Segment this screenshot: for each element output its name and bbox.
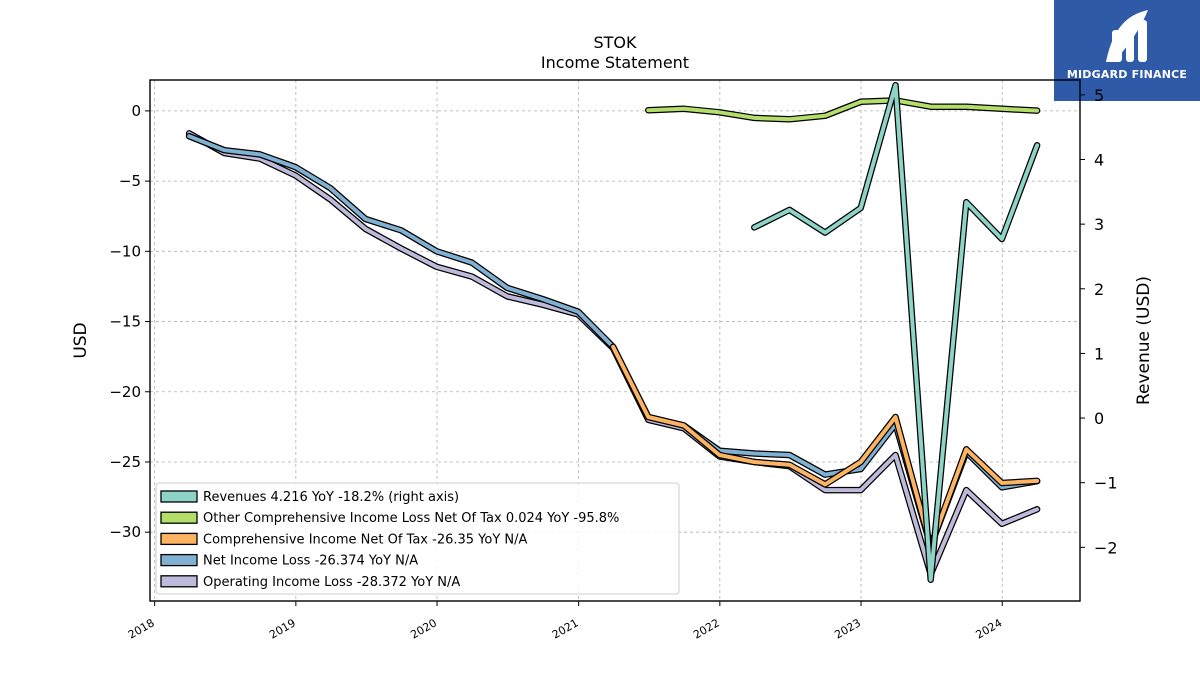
series-line [646,98,1040,122]
legend-label: Other Comprehensive Income Loss Net Of T… [203,511,619,526]
y-tick-label: −30 [109,523,141,541]
legend-swatch [160,511,198,524]
y-tick-label: −15 [109,313,141,331]
y-tick-label: −25 [109,453,141,471]
legend: Revenues 4.216 YoY -18.2% (right axis) Ot… [155,482,680,595]
series-line [752,83,1040,582]
y-right-tick-label: 1 [1094,344,1104,363]
x-tick-label: 2024 [974,616,1005,641]
y-right-tick-label: 5 [1094,86,1104,105]
brand-logo: MIDGARD FINANCE [1054,0,1200,101]
x-tick-label: 2021 [550,616,581,641]
x-tick-label: 2019 [267,616,298,641]
y-axis-label: USD [71,322,91,358]
brand-mark-icon [1106,10,1148,62]
plot-frame [149,79,1081,602]
legend-swatch [160,553,198,567]
legend-box [155,482,680,595]
legend-label: Comprehensive Income Net Of Tax -26.35 Y… [203,532,528,547]
y-right-tick-label: 3 [1094,215,1104,234]
y-right-axis-label: Revenue (USD) [1134,276,1154,405]
legend-label: Net Income Loss -26.374 YoY N/A [203,554,418,569]
y-right-tick-label: −2 [1094,538,1118,557]
y-tick-label: −10 [109,242,141,260]
y-tick-label: −20 [109,383,141,401]
x-tick-label: 2022 [691,616,722,641]
legend-swatch [160,575,198,588]
legend-swatch [160,490,198,503]
x-tick-label: 2023 [832,616,863,641]
y-right-tick-label: 0 [1094,409,1104,428]
chart-subtitle: Income Statement [540,53,690,72]
series-line-outline [751,81,1041,583]
y-right-tick-label: 4 [1094,151,1104,170]
y-right-tick-label: −1 [1094,474,1118,493]
x-tick-label: 2020 [408,616,439,641]
y-tick-label: −5 [119,172,141,190]
y-right-tick-label: 2 [1094,280,1104,299]
y-tick-label: 0 [131,102,141,120]
legend-swatch [160,532,198,546]
brand-name: MIDGARD FINANCE [1066,68,1188,81]
chart-title: STOK [593,33,637,52]
x-tick-label: 2018 [126,616,157,641]
legend-label: Operating Income Loss -28.372 YoY N/A [203,575,460,590]
legend-label: Revenues 4.216 YoY -18.2% (right axis) [203,490,459,505]
series-line [611,344,1040,549]
